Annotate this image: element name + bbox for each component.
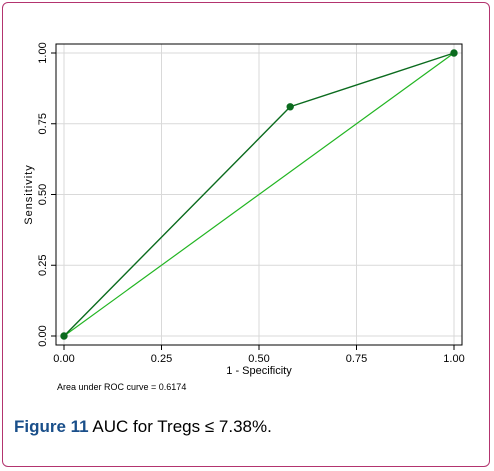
auc-annotation: Area under ROC curve = 0.6174 [57,382,186,392]
grid-layer [56,44,462,345]
figure-caption: Figure 11 AUC for Tregs ≤ 7.38%. [14,417,272,437]
x-tick-label: 0.75 [346,353,367,365]
y-tick-label: 1.00 [37,42,49,63]
y-tick-label: 0.25 [37,255,49,276]
roc-point [60,332,68,340]
y-tick-label: 0.50 [37,184,49,205]
roc-point [286,103,294,111]
figure-frame [2,2,490,467]
y-tick-label: 0.75 [37,113,49,134]
reference-line [63,52,455,337]
x-tick-label: 0.25 [151,353,172,365]
caption-text: AUC for Tregs ≤ 7.38%. [88,417,272,436]
ticks-layer: 0.00 0.25 0.50 0.75 1.00 0.00 0.25 0.50 0.75 1.00 [37,42,465,365]
x-tick-label: 0.00 [53,353,74,365]
x-tick-label: 0.50 [248,353,269,365]
series-layer [60,49,458,340]
y-tick-label: 0.00 [37,325,49,346]
caption-label: Figure 11 [14,417,89,436]
roc-chart: 0.00 0.25 0.50 0.75 1.00 0.00 0.25 0.50 0.75 1.00… [23,42,465,392]
roc-point [450,49,458,57]
x-tick-label: 1.00 [443,353,464,365]
x-axis-title: 1 - Specificity [226,365,292,377]
y-axis-title: Sensitivity [23,164,35,225]
